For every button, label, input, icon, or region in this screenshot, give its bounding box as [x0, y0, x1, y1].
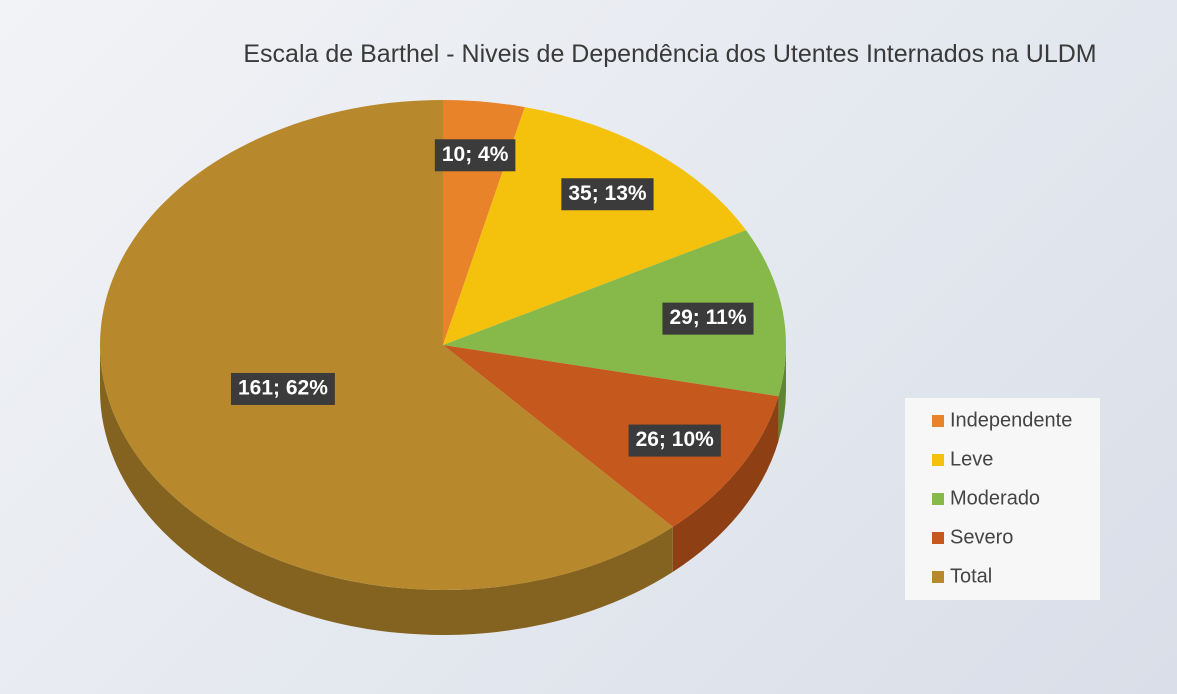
slice-side: [672, 396, 779, 572]
legend-swatch: [932, 493, 944, 505]
slice-side: [99, 345, 673, 636]
chart-title: Escala de Barthel - Niveis de Dependênci…: [243, 40, 1097, 68]
legend-label: Moderado: [950, 487, 1040, 509]
data-label-box: [628, 424, 721, 457]
legend-label: Severo: [950, 526, 1013, 548]
legend-label: Leve: [950, 448, 993, 470]
data-label-box: [561, 178, 654, 211]
legend-swatch: [932, 454, 944, 466]
data-label: 26; 10%: [636, 428, 715, 451]
slice: [443, 230, 786, 397]
legend-swatch: [932, 532, 944, 544]
data-label-box: [434, 139, 516, 172]
data-label-box: [662, 302, 754, 335]
data-label: 29; 11%: [669, 306, 746, 329]
data-label: 161; 62%: [238, 377, 328, 400]
legend-swatch: [932, 571, 944, 583]
slice: [100, 100, 673, 590]
data-label: 10; 4%: [442, 143, 509, 166]
slice-side: [778, 345, 786, 442]
data-label: 35; 13%: [568, 182, 647, 205]
data-label-box: [230, 372, 335, 405]
slice: [443, 345, 779, 527]
slice: [443, 107, 747, 346]
legend-label: Independente: [950, 409, 1072, 431]
legend-label: Total: [950, 565, 992, 587]
legend-swatch: [932, 415, 944, 427]
